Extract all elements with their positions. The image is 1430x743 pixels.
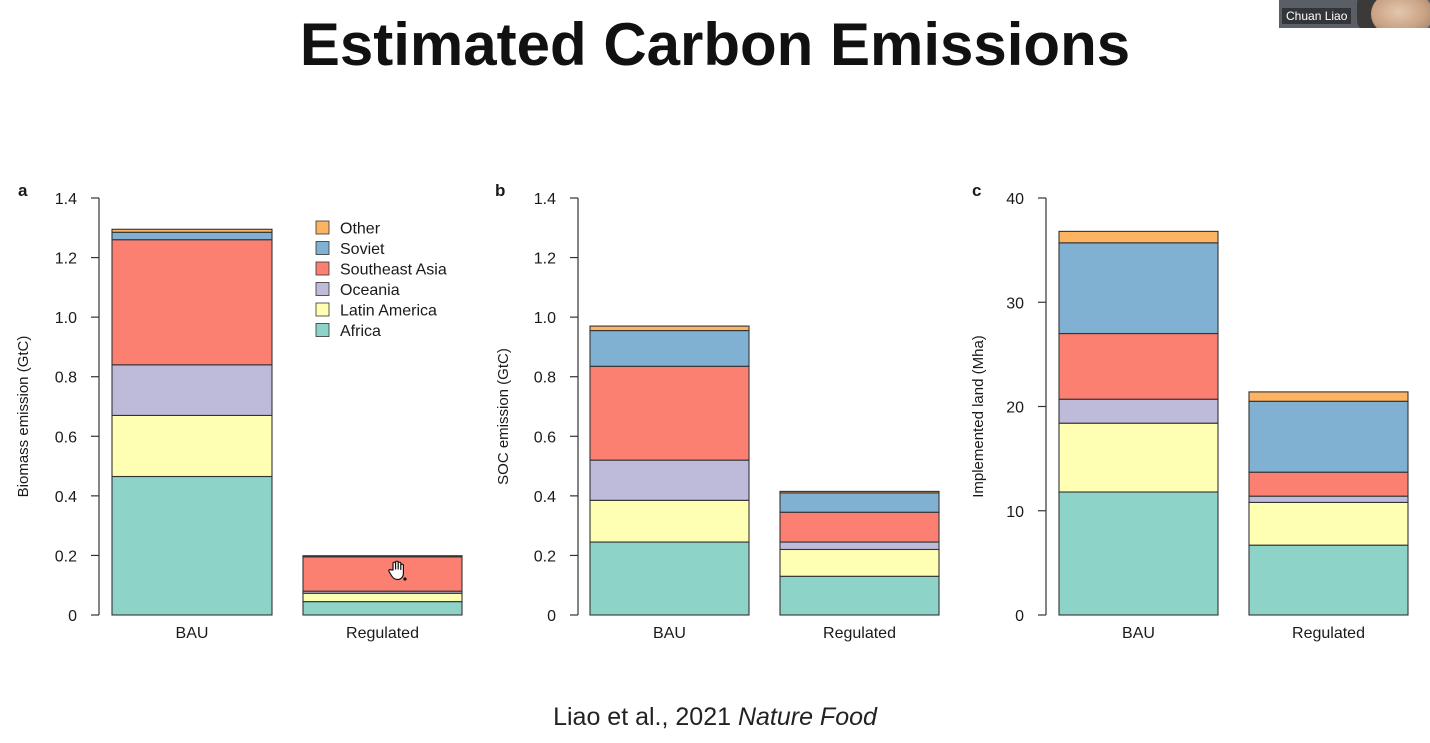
bar-segment (1248, 501, 1409, 546)
legend-label: Other (340, 221, 381, 238)
y-tick-label: 20 (1006, 400, 1024, 417)
legend-label: Southeast Asia (340, 262, 447, 279)
citation: Liao et al., 2021 Nature Food (0, 703, 1430, 732)
bar-segment (111, 228, 273, 233)
hand-cursor-icon (388, 560, 407, 581)
y-tick-label: 0.8 (534, 370, 556, 387)
citation-journal: Nature Food (737, 703, 877, 731)
y-tick-label: 0.6 (534, 429, 556, 446)
bar-segment (1058, 242, 1219, 335)
legend-swatch (315, 261, 330, 276)
y-tick-label: 0.6 (55, 429, 77, 446)
legend-label: Africa (340, 323, 381, 340)
y-tick-label: 0 (547, 608, 556, 625)
bar-segment (589, 365, 750, 461)
bar-segment (1058, 491, 1219, 616)
bar-segment (302, 555, 463, 557)
y-tick-label: 0.8 (55, 370, 77, 387)
legend: Other Soviet Southeast Asia Oceania Latin Am… (315, 220, 447, 340)
bar-segment (779, 541, 940, 551)
bar-segment (1058, 398, 1219, 424)
slide-title: Estimated Carbon Emissions (299, 11, 1131, 78)
bar-segment (589, 499, 750, 543)
bar-segment (1248, 471, 1409, 497)
bar-segment (302, 601, 463, 616)
y-tick-label: 1.0 (534, 310, 556, 327)
bar-segment (589, 325, 750, 332)
legend-label: Latin America (340, 303, 437, 320)
y-tick-label: 40 (1006, 191, 1024, 208)
y-tick-label: 0 (68, 608, 77, 625)
citation-authors: Liao et al., 2021 (553, 703, 738, 731)
legend-label: Soviet (340, 241, 385, 258)
bar-segment (111, 414, 273, 478)
y-tick-label: 1.2 (55, 251, 77, 268)
y-tick-label: 0.2 (55, 548, 77, 565)
y-tick-label: 0 (1015, 608, 1024, 625)
bar-segment (779, 490, 940, 494)
bar-segment (1248, 544, 1409, 616)
chart-panel-c: c 0 10 20 30 40 Implemented land (Mha) BAU Regul… (970, 181, 1409, 642)
bar-segment (111, 475, 273, 616)
y-tick-label: 1.2 (534, 251, 556, 268)
y-axis-label: SOC emission (GtC) (495, 348, 512, 485)
y-tick-label: 0.4 (534, 489, 556, 506)
legend-swatch (315, 220, 330, 235)
bar-segment (1058, 422, 1219, 493)
x-tick-label: Regulated (1292, 625, 1365, 642)
bar-segment (302, 556, 463, 592)
x-tick-label: BAU (176, 625, 209, 642)
x-tick-label: Regulated (823, 625, 896, 642)
bar-segment (111, 239, 273, 366)
panel-letter: a (18, 181, 28, 200)
chart-panel-b: b 0 0.2 0.4 0.6 0.8 1.0 1.2 1.4 SOC emission (GtC… (495, 181, 940, 642)
bar-segment (1058, 332, 1219, 400)
bar-segment (1248, 495, 1409, 503)
bar-segment (589, 541, 750, 616)
x-tick-label: BAU (653, 625, 686, 642)
legend-swatch (315, 282, 330, 296)
bar-segment (1248, 391, 1409, 402)
bar-segment (779, 548, 940, 577)
y-tick-label: 0.2 (534, 548, 556, 565)
y-axis-label: Implemented land (Mha) (970, 335, 987, 498)
bar-segment (111, 364, 273, 416)
panel-letter: c (972, 181, 981, 200)
y-tick-label: 1.4 (55, 191, 77, 208)
bar-segment (302, 592, 463, 603)
legend-swatch (315, 302, 330, 317)
legend-swatch (315, 323, 330, 337)
panel-letter: b (495, 181, 505, 200)
y-tick-label: 0.4 (55, 489, 77, 506)
bar-segment (589, 459, 750, 501)
y-axis-label: Biomass emission (GtC) (15, 336, 32, 498)
participant-video-tile[interactable]: Chuan Liao (1279, 0, 1430, 28)
y-tick-label: 10 (1006, 504, 1024, 521)
legend-label: Oceania (340, 282, 400, 299)
bar-segment (111, 231, 273, 241)
y-tick-label: 1.0 (55, 310, 77, 327)
y-tick-label: 30 (1006, 295, 1024, 312)
y-tick-label: 1.4 (534, 191, 556, 208)
bar-segment (779, 511, 940, 543)
legend-swatch (315, 241, 330, 255)
bar-segment (589, 329, 750, 367)
participant-name: Chuan Liao (1282, 8, 1352, 24)
participant-face (1371, 0, 1430, 28)
x-tick-label: BAU (1122, 625, 1155, 642)
bar-segment (1058, 230, 1219, 244)
bar-segment (779, 575, 940, 616)
x-tick-label: Regulated (346, 625, 419, 642)
bar-segment (1248, 400, 1409, 473)
chart-panel-a: a 0 0.2 0.4 0.6 0.8 1.0 1.2 1.4 Biomass emission … (15, 181, 463, 642)
bar-segment (779, 492, 940, 513)
